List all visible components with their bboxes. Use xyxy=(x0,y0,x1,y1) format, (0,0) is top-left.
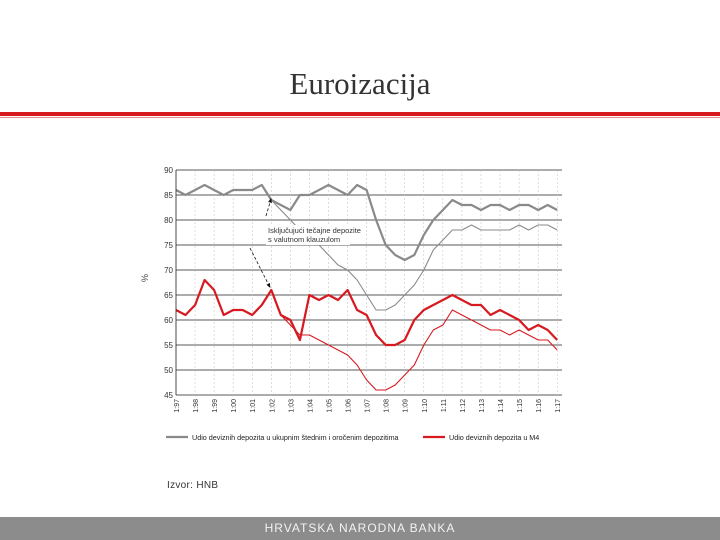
x-tick-label: 1:10 xyxy=(422,399,429,413)
annotation-arrow xyxy=(249,247,271,289)
title-underline-shadow xyxy=(0,117,720,118)
y-tick-label: 65 xyxy=(164,291,173,300)
y-tick-label: 90 xyxy=(164,166,173,175)
slide-title: Euroizacija xyxy=(289,66,431,101)
x-tick-label: 1:07 xyxy=(365,399,372,413)
x-tick-label: 1:11 xyxy=(441,399,448,412)
series-line xyxy=(270,289,558,391)
x-tick-label: 1:09 xyxy=(403,399,410,413)
footer-bar: HRVATSKA NARODNA BANKA xyxy=(0,517,720,540)
x-tick-label: 1:06 xyxy=(346,399,353,413)
annotation-label: Isključujući tečajne depozite s valutnom… xyxy=(268,226,363,244)
x-tick-label: 1:17 xyxy=(555,399,562,413)
x-tick-label: 1:14 xyxy=(498,399,505,413)
x-tick-label: 1:05 xyxy=(326,399,333,413)
x-tick-label: 1:15 xyxy=(517,399,524,413)
legend-label: Udio deviznih depozita u ukupnim štednim… xyxy=(192,433,399,442)
series-layer xyxy=(175,183,558,391)
x-tick-label: 1:12 xyxy=(460,399,467,413)
x-tick-label: 1:00 xyxy=(231,399,238,413)
series-line xyxy=(175,278,558,347)
legend-label: Udio deviznih depozita u M4 xyxy=(449,433,539,442)
x-tick-label: 1:13 xyxy=(479,399,486,413)
y-tick-label: 85 xyxy=(164,191,173,200)
annotation-arrows xyxy=(249,197,272,289)
legend: Udio deviznih depozita u ukupnim štednim… xyxy=(166,433,539,442)
y-tick-label: 50 xyxy=(164,366,173,375)
x-tick-label: 1:01 xyxy=(250,399,257,413)
y-tick-label: 60 xyxy=(164,316,173,325)
x-tick-label: 1:08 xyxy=(384,399,391,413)
footer-bank-name: HRVATSKA NARODNA BANKA xyxy=(264,521,456,535)
y-tick-label: 70 xyxy=(164,266,173,275)
plot-area xyxy=(176,170,562,395)
annotation-box xyxy=(266,225,350,245)
axis-layer: 45 50 55 60 65 70 75 80 85 90 1:97 1:98 1:99 1:00 1:01… xyxy=(164,166,562,413)
arrow-head xyxy=(268,198,272,203)
x-tick-label: 1:97 xyxy=(174,399,181,413)
x-tick-label: 1:98 xyxy=(193,399,200,413)
y-tick-label: 45 xyxy=(164,391,173,400)
series-line xyxy=(175,183,558,262)
y-tick-label: 80 xyxy=(164,216,173,225)
x-tick-label: 1:02 xyxy=(269,399,276,413)
x-tick-label: 1:03 xyxy=(288,399,295,413)
y-tick-label: 55 xyxy=(164,341,173,350)
title-underline xyxy=(0,112,720,116)
grid-layer xyxy=(175,169,562,396)
y-tick-label: 75 xyxy=(164,241,173,250)
euroization-chart: 45 50 55 60 65 70 75 80 85 90 1:97 1:98 1:99 1:00 1:01… xyxy=(140,166,562,442)
x-tick-label: 1:04 xyxy=(307,399,314,413)
x-tick-label: 1:99 xyxy=(212,399,219,413)
arrow-head xyxy=(266,283,271,288)
x-tick-label: 1:16 xyxy=(536,399,543,413)
y-axis-label: % xyxy=(140,274,150,282)
source-note: Izvor: HNB xyxy=(167,480,219,491)
